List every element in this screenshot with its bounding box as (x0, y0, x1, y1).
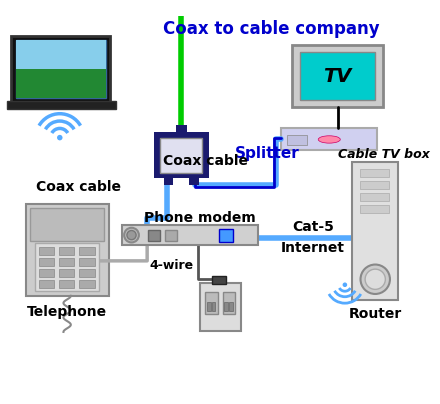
Bar (59, 258, 74, 266)
Bar (293, 45, 383, 107)
Bar (39, 247, 54, 255)
Bar (39, 269, 54, 278)
Bar (160, 138, 202, 173)
Bar (212, 276, 226, 284)
Text: Splitter: Splitter (235, 146, 299, 161)
Bar (11, 36, 110, 103)
Bar (16, 40, 106, 69)
Bar (300, 52, 375, 100)
Bar (359, 181, 389, 189)
Text: 4-wire: 4-wire (150, 259, 194, 272)
Bar (59, 280, 74, 288)
Bar (79, 269, 95, 278)
Bar (59, 269, 74, 278)
Bar (35, 243, 99, 291)
Bar (79, 258, 95, 266)
Circle shape (360, 265, 390, 294)
Bar (212, 302, 215, 311)
Text: Coax cable: Coax cable (163, 154, 248, 168)
Circle shape (127, 231, 136, 240)
Bar (223, 292, 235, 314)
Bar (190, 176, 198, 185)
Bar (201, 283, 241, 331)
Bar (205, 292, 218, 314)
Bar (7, 101, 116, 109)
Text: Cable TV box: Cable TV box (338, 148, 430, 161)
Text: TV: TV (323, 67, 352, 86)
Bar (359, 169, 389, 177)
Bar (165, 229, 176, 241)
Bar (287, 135, 307, 145)
Bar (16, 40, 106, 98)
Bar (39, 258, 54, 266)
Bar (79, 280, 95, 288)
Ellipse shape (318, 136, 340, 143)
Text: Router: Router (348, 307, 402, 321)
Bar (148, 229, 160, 241)
Bar (176, 125, 187, 132)
Text: Coax to cable company: Coax to cable company (163, 20, 380, 38)
Bar (39, 280, 54, 288)
Bar (164, 176, 173, 185)
Text: Cat-5: Cat-5 (292, 220, 334, 234)
Bar (281, 128, 377, 149)
Bar (30, 208, 104, 241)
Bar (79, 247, 95, 255)
Circle shape (365, 269, 385, 289)
Bar (26, 204, 109, 296)
Bar (219, 229, 233, 242)
Circle shape (124, 228, 139, 242)
Bar (207, 302, 211, 311)
Bar (59, 247, 74, 255)
Text: Phone modem: Phone modem (144, 210, 256, 225)
Bar (122, 225, 258, 245)
Text: Coax cable: Coax cable (36, 180, 121, 194)
Bar (359, 193, 389, 201)
Bar (229, 302, 233, 311)
Bar (224, 302, 228, 311)
Bar (16, 69, 106, 98)
Bar (154, 132, 209, 178)
Bar (359, 205, 389, 213)
Circle shape (343, 282, 347, 287)
Circle shape (57, 135, 62, 140)
Bar (352, 162, 398, 301)
Text: Telephone: Telephone (27, 305, 107, 320)
Text: Internet: Internet (281, 241, 345, 255)
